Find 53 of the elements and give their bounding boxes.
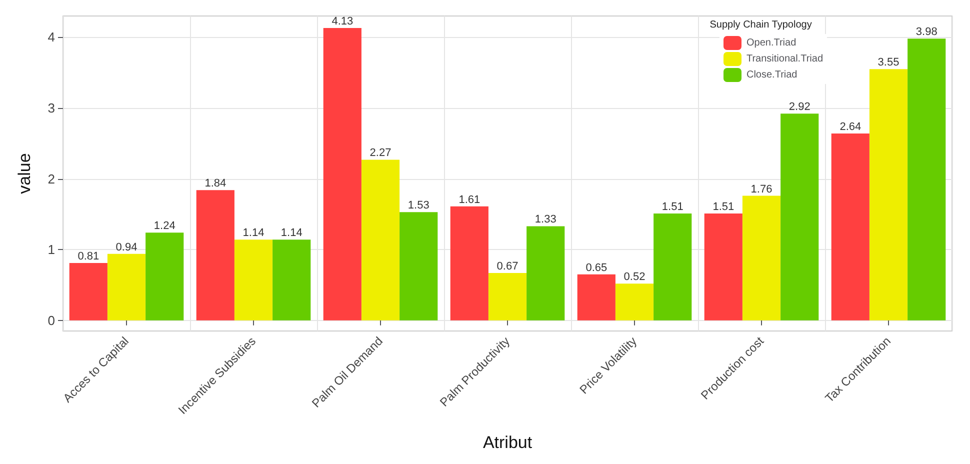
- bar: [654, 213, 692, 320]
- bar: [400, 212, 438, 320]
- y-tick-label: 2: [48, 171, 55, 186]
- bar: [577, 274, 616, 320]
- bar: [908, 38, 946, 320]
- data-label: 0.67: [496, 260, 518, 272]
- bar: [272, 240, 311, 320]
- bar: [450, 206, 488, 320]
- legend-title: Supply Chain Typology: [710, 20, 812, 30]
- bar: [831, 134, 870, 320]
- bar: [69, 263, 108, 320]
- y-tick-label: 3: [48, 100, 55, 116]
- x-axis-title: Atribut: [482, 433, 532, 452]
- legend-label: Close.Triad: [746, 70, 798, 80]
- y-tick-label: 1: [48, 242, 55, 258]
- bar: [615, 284, 654, 320]
- data-label: 0.65: [586, 262, 608, 274]
- bar: [742, 196, 781, 320]
- data-label: 0.81: [78, 250, 100, 263]
- data-label: 1.51: [712, 200, 734, 213]
- bar: [234, 240, 273, 320]
- data-label: 1.14: [242, 227, 264, 240]
- y-tick-label: 0: [48, 312, 55, 328]
- data-label: 1.53: [408, 200, 430, 212]
- y-tick-label: 4: [48, 30, 55, 45]
- bar: [704, 213, 742, 320]
- data-label: 2.64: [840, 121, 862, 134]
- bar: [107, 254, 146, 320]
- bar: [488, 272, 527, 320]
- bar: [146, 232, 184, 320]
- y-axis-title: value: [15, 153, 34, 194]
- legend-label: Transitional.Triad: [746, 54, 824, 64]
- data-label: 4.13: [332, 16, 354, 28]
- bar: [361, 160, 400, 320]
- data-label: 1.33: [534, 214, 556, 226]
- data-label: 2.92: [788, 101, 810, 114]
- data-label: 1.76: [750, 183, 772, 196]
- data-label: 1.51: [662, 200, 684, 213]
- bar: [780, 114, 819, 320]
- data-label: 1.61: [458, 194, 480, 206]
- data-label: 3.98: [916, 26, 938, 38]
- bar: [196, 190, 234, 320]
- data-label: 1.14: [280, 227, 302, 240]
- data-label: 1.84: [204, 178, 226, 190]
- data-label: 0.94: [116, 241, 138, 254]
- bar: [869, 69, 908, 320]
- bar: [323, 28, 362, 320]
- data-label: 3.55: [878, 56, 900, 69]
- data-label: 0.52: [624, 271, 646, 284]
- bar: [526, 226, 565, 320]
- legend-label: Open.Triad: [746, 38, 796, 48]
- data-label: 1.24: [154, 220, 176, 232]
- data-label: 2.27: [370, 147, 392, 160]
